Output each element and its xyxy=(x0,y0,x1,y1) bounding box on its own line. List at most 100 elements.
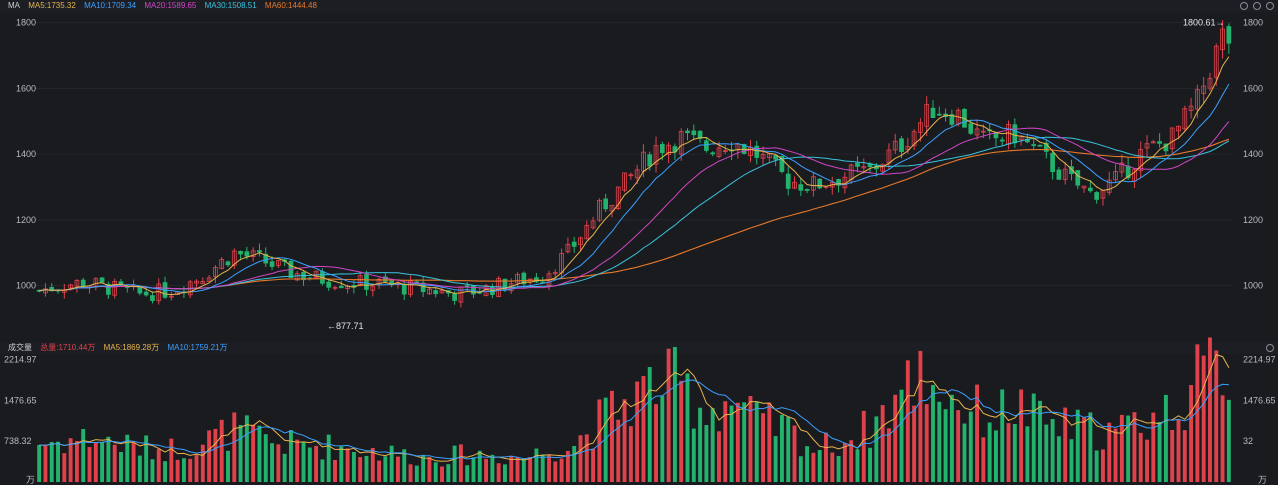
candle xyxy=(433,290,439,295)
volume-bar xyxy=(1038,400,1042,482)
price-legend: MA MA5:1735.32 MA10:1709.34 MA20:1589.65… xyxy=(8,0,323,12)
volume-bar xyxy=(452,445,457,482)
volume-ma5-label: MA5:1869.28万 xyxy=(103,343,160,352)
volume-bar xyxy=(125,434,130,482)
candle xyxy=(622,172,627,191)
candle xyxy=(880,164,885,172)
candle xyxy=(1169,127,1175,150)
candle xyxy=(666,144,671,155)
volume-bar xyxy=(786,416,791,482)
volume-gear-icon[interactable] xyxy=(1266,344,1274,352)
volume-bar xyxy=(232,412,237,482)
volume-bar xyxy=(767,402,772,482)
ma20-label: MA20:1589.65 xyxy=(144,1,197,10)
volume-bar xyxy=(622,399,627,482)
volume-bar xyxy=(805,446,810,482)
volume-bar xyxy=(962,423,967,482)
zoom-icon[interactable] xyxy=(1253,2,1261,10)
volume-bar xyxy=(119,452,123,482)
price-panel-label: MA xyxy=(8,1,20,10)
volume-bar xyxy=(156,449,161,482)
volume-bar xyxy=(1082,417,1087,482)
minus-icon[interactable] xyxy=(1240,2,1248,10)
volume-bar xyxy=(427,457,432,482)
volume-bar xyxy=(597,399,602,482)
volume-bar xyxy=(698,407,703,482)
candle xyxy=(911,131,917,147)
candle xyxy=(1106,179,1112,193)
volume-bar xyxy=(893,394,898,482)
price-tick-label-right: 1600 xyxy=(1243,83,1263,93)
ma5-label: MA5:1735.32 xyxy=(28,1,76,10)
volume-bar xyxy=(956,410,961,482)
volume-bar xyxy=(62,453,67,482)
volume-panel-label: 成交量 xyxy=(8,343,32,352)
volume-bar xyxy=(918,350,923,482)
candle xyxy=(1195,89,1200,110)
candle xyxy=(1157,141,1162,144)
candle xyxy=(804,189,810,191)
candle xyxy=(552,272,558,275)
volume-tick-label-right: 1476.65 xyxy=(1243,395,1276,405)
volume-bar xyxy=(679,380,684,482)
volume-bar xyxy=(641,375,646,482)
candle xyxy=(1113,171,1118,181)
candle xyxy=(408,280,413,295)
candle xyxy=(1150,141,1156,144)
volume-bar xyxy=(238,424,243,482)
volume-bar xyxy=(496,463,501,482)
volume-bar xyxy=(874,416,879,482)
candle xyxy=(250,250,256,257)
volume-bar xyxy=(717,431,721,482)
volume-bar xyxy=(1170,430,1175,482)
candle xyxy=(1069,166,1074,175)
candle xyxy=(1094,192,1100,200)
candle xyxy=(275,260,281,266)
volume-bar xyxy=(49,442,54,482)
candle xyxy=(150,295,155,301)
price-tick-label-left: 1600 xyxy=(16,83,36,93)
candle xyxy=(515,274,520,284)
candle xyxy=(836,179,841,186)
candle xyxy=(716,147,722,157)
volume-bar xyxy=(685,373,690,482)
volume-bar xyxy=(861,410,866,482)
candle xyxy=(200,281,206,285)
volume-bar xyxy=(1126,415,1131,482)
candle xyxy=(74,279,80,287)
volume-tick-label-left: 1476.65 xyxy=(4,395,37,405)
volume-bar xyxy=(591,448,596,482)
volume-bar xyxy=(710,408,715,482)
volume-bar xyxy=(1208,337,1212,482)
candle xyxy=(584,224,590,240)
volume-total-label: 总量:1710.44万 xyxy=(40,343,96,352)
price-tick-label-left: 1000 xyxy=(16,281,36,291)
volume-bar xyxy=(647,367,652,482)
volume-bar xyxy=(993,430,998,482)
volume-bar xyxy=(817,450,822,482)
volume-bar xyxy=(880,405,885,482)
volume-bar xyxy=(1069,439,1074,482)
candle xyxy=(68,284,73,289)
volume-bar xyxy=(868,447,873,482)
gear-icon[interactable] xyxy=(1266,2,1274,10)
volume-bar xyxy=(106,436,111,482)
volume-bar xyxy=(912,405,917,482)
candle xyxy=(137,287,143,294)
volume-bar xyxy=(905,360,910,482)
volume-bar xyxy=(735,402,740,482)
volume-bar xyxy=(219,419,224,482)
volume-bar xyxy=(742,402,747,482)
candle xyxy=(1220,28,1225,50)
volume-bar xyxy=(414,465,419,482)
candle xyxy=(383,276,388,282)
candle xyxy=(238,250,243,255)
candle xyxy=(80,279,86,288)
candle xyxy=(685,130,690,134)
volume-bar xyxy=(1088,412,1093,482)
candle xyxy=(168,295,174,298)
volume-bar xyxy=(351,451,356,482)
volume-bar xyxy=(603,397,608,482)
volume-bar xyxy=(68,438,73,482)
